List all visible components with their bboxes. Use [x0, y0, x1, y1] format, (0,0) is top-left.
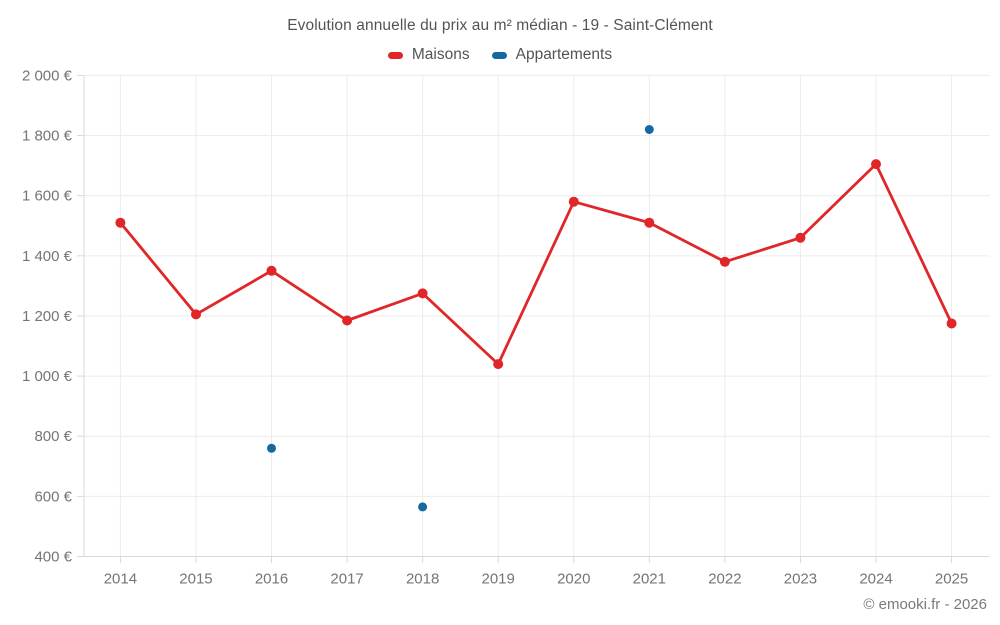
x-tick-label: 2020: [557, 571, 590, 588]
legend-label-maisons: Maisons: [411, 46, 470, 63]
x-tick-label: 2015: [179, 571, 212, 588]
legend-item-appartements[interactable]: Appartements: [491, 46, 613, 64]
chart-title: Evolution annuelle du prix au m² médian …: [287, 17, 713, 34]
y-tick-label: 2 000 €: [22, 67, 73, 84]
series-point-appartements-2016[interactable]: [267, 443, 276, 453]
x-tick-label: 2025: [935, 571, 968, 588]
legend-item-maisons[interactable]: Maisons: [387, 46, 470, 64]
y-tick-label: 600 €: [34, 488, 72, 505]
series-point-appartements-2021[interactable]: [644, 125, 654, 134]
x-tick-label: 2022: [708, 571, 741, 588]
y-tick-label: 1 200 €: [22, 308, 73, 325]
x-tick-label: 2024: [859, 571, 892, 588]
credit-text: © emooki.fr - 2026: [863, 596, 987, 613]
series-point-maisons-2023[interactable]: [795, 232, 806, 243]
series-line-maisons: [119, 162, 953, 366]
y-tick-label: 1 000 €: [22, 368, 73, 385]
y-tick-label: 1 600 €: [22, 188, 73, 205]
series-point-maisons-2018[interactable]: [417, 288, 428, 299]
legend-label-appartements: Appartements: [515, 46, 613, 63]
maisons-legend-swatch: [387, 51, 403, 59]
x-tick-label: 2017: [330, 571, 363, 588]
series-point-maisons-2020[interactable]: [568, 196, 579, 207]
appartements-legend-swatch: [491, 51, 507, 59]
series-point-maisons-2021[interactable]: [644, 217, 655, 228]
y-tick-label: 800 €: [34, 428, 72, 445]
series-point-maisons-2014[interactable]: [115, 217, 126, 228]
x-tick-label: 2016: [255, 571, 288, 588]
y-tick-label: 1 400 €: [22, 248, 73, 265]
y-tick-label: 400 €: [34, 549, 72, 566]
x-tick-label: 2023: [784, 571, 817, 588]
series-point-maisons-2017[interactable]: [342, 315, 353, 326]
x-tick-label: 2018: [406, 571, 439, 588]
x-tick-label: 2021: [633, 571, 666, 588]
series-point-maisons-2025[interactable]: [946, 318, 957, 329]
series-point-appartements-2018[interactable]: [418, 502, 428, 512]
series-point-maisons-2015[interactable]: [191, 309, 201, 320]
series-point-maisons-2016[interactable]: [266, 265, 277, 276]
x-tick-label: 2019: [482, 571, 515, 588]
series-point-maisons-2024[interactable]: [871, 159, 881, 170]
series-point-maisons-2019[interactable]: [493, 359, 504, 370]
y-tick-label: 1 800 €: [22, 128, 73, 145]
chart-legend: Maisons Appartements: [0, 45, 1000, 65]
x-tick-label: 2014: [104, 571, 137, 588]
series-point-maisons-2022[interactable]: [719, 256, 730, 267]
